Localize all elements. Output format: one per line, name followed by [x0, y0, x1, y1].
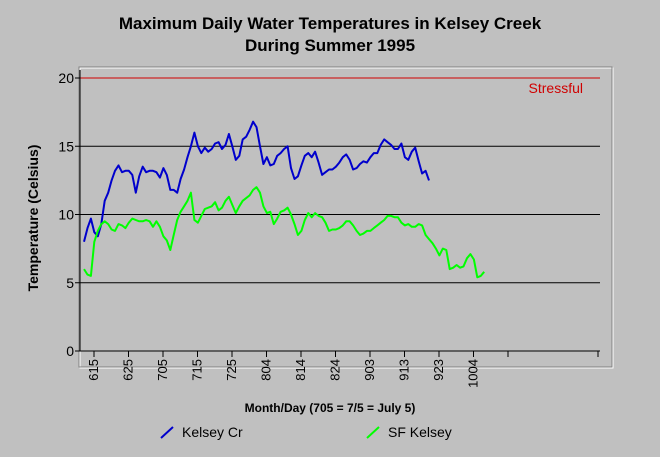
x-tick-label: 705	[155, 359, 170, 381]
legend-label-kelsey-cr: Kelsey Cr	[182, 424, 243, 440]
x-tick-label: 903	[362, 359, 377, 381]
x-tick-label: 824	[328, 359, 343, 381]
legend-label-sf-kelsey: SF Kelsey	[388, 424, 452, 440]
threshold-label: Stressful	[529, 80, 583, 96]
series-line-sf-kelsey	[83, 186, 485, 279]
y-tick-label: 10	[58, 207, 74, 223]
chart-title: Maximum Daily Water Temperatures in Kels…	[118, 14, 542, 33]
legend-item-kelsey-cr: Kelsey Cr	[160, 424, 243, 440]
x-tick-label: 615	[86, 359, 101, 381]
y-tick-label: 0	[66, 343, 74, 359]
legend-swatch-kelsey-cr	[160, 426, 174, 439]
x-tick-label: 715	[190, 359, 205, 381]
x-tick-label: 1004	[466, 359, 481, 388]
legend-swatch-sf-kelsey	[366, 426, 380, 439]
series-line-kelsey-cr	[83, 120, 430, 243]
y-axis-label: Temperature (Celsius)	[25, 145, 41, 292]
y-tick-label: 15	[58, 138, 74, 154]
x-axis-label: Month/Day (705 = 7/5 = July 5)	[244, 401, 416, 415]
plot-frame	[79, 67, 614, 369]
legend-item-sf-kelsey: SF Kelsey	[366, 424, 452, 440]
x-tick-label: 804	[259, 359, 274, 381]
x-tick-label: 625	[121, 359, 136, 381]
chart-subtitle: During Summer 1995	[244, 36, 416, 55]
y-tick-label: 5	[66, 275, 74, 291]
plot-frame-shadow	[78, 66, 613, 368]
plot-area	[78, 66, 614, 369]
x-tick-label: 725	[224, 359, 239, 381]
y-tick-label: 20	[58, 70, 74, 86]
x-tick-label: 814	[293, 359, 308, 381]
x-tick-label: 913	[397, 359, 412, 381]
x-tick-label: 923	[431, 359, 446, 381]
